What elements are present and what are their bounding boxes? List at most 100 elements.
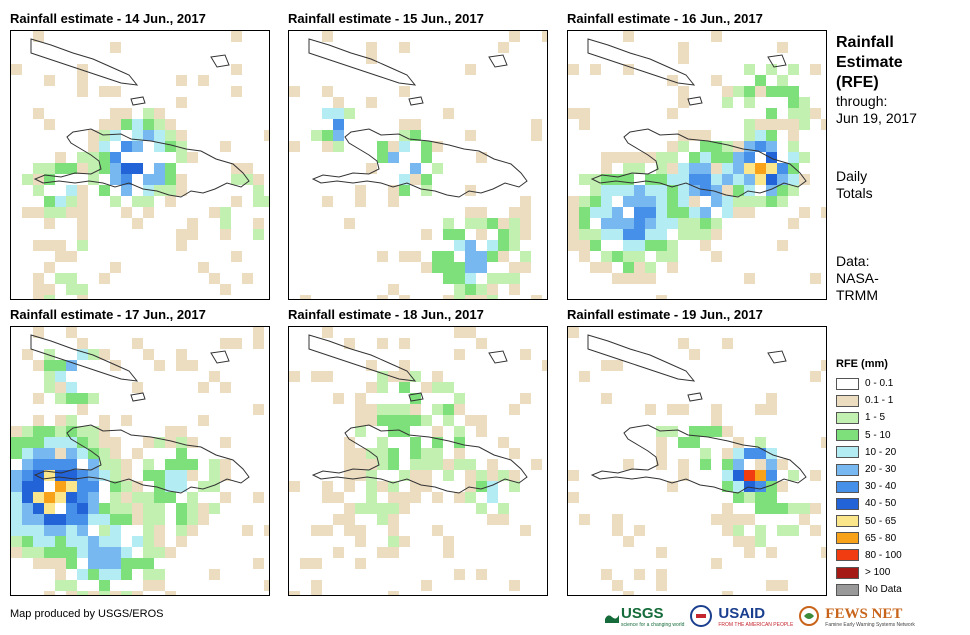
rain-cell	[77, 218, 88, 229]
rain-cell	[744, 448, 755, 459]
rain-cell	[645, 196, 656, 207]
rain-cell	[399, 295, 410, 299]
rain-cell	[33, 492, 44, 503]
rain-cell	[143, 119, 154, 130]
rain-cell	[590, 229, 601, 240]
rain-cell	[700, 218, 711, 229]
rain-cell	[689, 185, 700, 196]
rain-cell	[165, 459, 176, 470]
rain-cell	[542, 360, 547, 371]
rain-cell	[601, 196, 612, 207]
rain-cell	[366, 382, 377, 393]
rain-cell	[253, 558, 264, 569]
rain-cell	[421, 481, 432, 492]
panel-title-4: Rainfall estimate - 17 Jun., 2017	[10, 307, 206, 322]
rain-cell	[755, 492, 766, 503]
rain-cell	[110, 437, 121, 448]
rain-cell	[388, 426, 399, 437]
rain-cell	[711, 426, 722, 437]
rain-cell	[700, 229, 711, 240]
rain-cell	[33, 273, 44, 284]
rain-cell	[220, 338, 231, 349]
rain-cell	[678, 196, 689, 207]
rain-cell	[432, 382, 443, 393]
rain-cell	[377, 459, 388, 470]
rain-cell	[66, 437, 77, 448]
rain-cell	[88, 459, 99, 470]
rain-cell	[623, 251, 634, 262]
rain-cell	[579, 371, 590, 382]
rain-cell	[99, 415, 110, 426]
fewsnet-wordmark: FEWS NET	[825, 605, 903, 622]
rain-cell	[421, 382, 432, 393]
rain-cell	[612, 229, 623, 240]
rain-cell	[465, 415, 476, 426]
rain-cell	[700, 152, 711, 163]
rain-cell	[799, 119, 810, 130]
rain-cell	[399, 185, 410, 196]
rain-cell	[766, 503, 777, 514]
rain-cell	[44, 174, 55, 185]
rain-cell	[99, 591, 110, 595]
rain-cell	[755, 141, 766, 152]
rain-cell	[476, 152, 487, 163]
rain-cell	[711, 558, 722, 569]
rain-cell	[689, 218, 700, 229]
rain-cell	[810, 64, 821, 75]
rain-cell	[66, 207, 77, 218]
rain-cell	[777, 185, 788, 196]
rain-cell	[55, 481, 66, 492]
rain-cell	[465, 273, 476, 284]
rain-cell	[99, 86, 110, 97]
rain-cell	[33, 459, 44, 470]
rain-cell	[388, 371, 399, 382]
rain-cell	[410, 448, 421, 459]
legend-label: 20 - 30	[865, 464, 897, 476]
rain-cell	[99, 448, 110, 459]
rain-cell	[22, 503, 33, 514]
rain-cell	[623, 218, 634, 229]
rain-cell	[121, 591, 132, 595]
rain-cell	[465, 262, 476, 273]
rain-cell	[399, 415, 410, 426]
rain-cell	[454, 295, 465, 299]
rain-cell	[465, 327, 476, 338]
rain-cell	[333, 492, 344, 503]
rain-cell	[88, 558, 99, 569]
rain-cell	[744, 481, 755, 492]
legend-item: 20 - 30	[836, 461, 902, 478]
rain-cell	[601, 218, 612, 229]
coastline-outline	[587, 334, 696, 382]
rain-cell	[11, 448, 22, 459]
rain-cell	[344, 108, 355, 119]
legend-swatch	[836, 429, 859, 442]
rain-cell	[165, 119, 176, 130]
rain-cell	[788, 503, 799, 514]
rain-cell	[99, 119, 110, 130]
rain-cell	[77, 547, 88, 558]
rain-cell	[689, 163, 700, 174]
rain-cell	[132, 503, 143, 514]
rain-cell	[454, 262, 465, 273]
rain-cell	[410, 163, 421, 174]
rain-cell	[99, 130, 110, 141]
rain-cell	[432, 163, 443, 174]
rain-cell	[568, 196, 579, 207]
rain-cell	[121, 163, 132, 174]
rain-cell	[366, 360, 377, 371]
rain-cell	[344, 448, 355, 459]
rain-cell	[476, 284, 487, 295]
rain-cell	[22, 481, 33, 492]
rain-cell	[11, 64, 22, 75]
rain-cell	[733, 536, 744, 547]
legend-swatch	[836, 377, 859, 390]
rain-cell	[689, 196, 700, 207]
rain-cell	[700, 130, 711, 141]
rain-cell	[388, 536, 399, 547]
rain-cell	[755, 196, 766, 207]
rain-cell	[399, 119, 410, 130]
coastline-outline	[308, 334, 417, 382]
rain-cell	[110, 470, 121, 481]
rain-cell	[766, 470, 777, 481]
fewsnet-tagline: Famine Early Warning Systems Network	[825, 621, 915, 628]
